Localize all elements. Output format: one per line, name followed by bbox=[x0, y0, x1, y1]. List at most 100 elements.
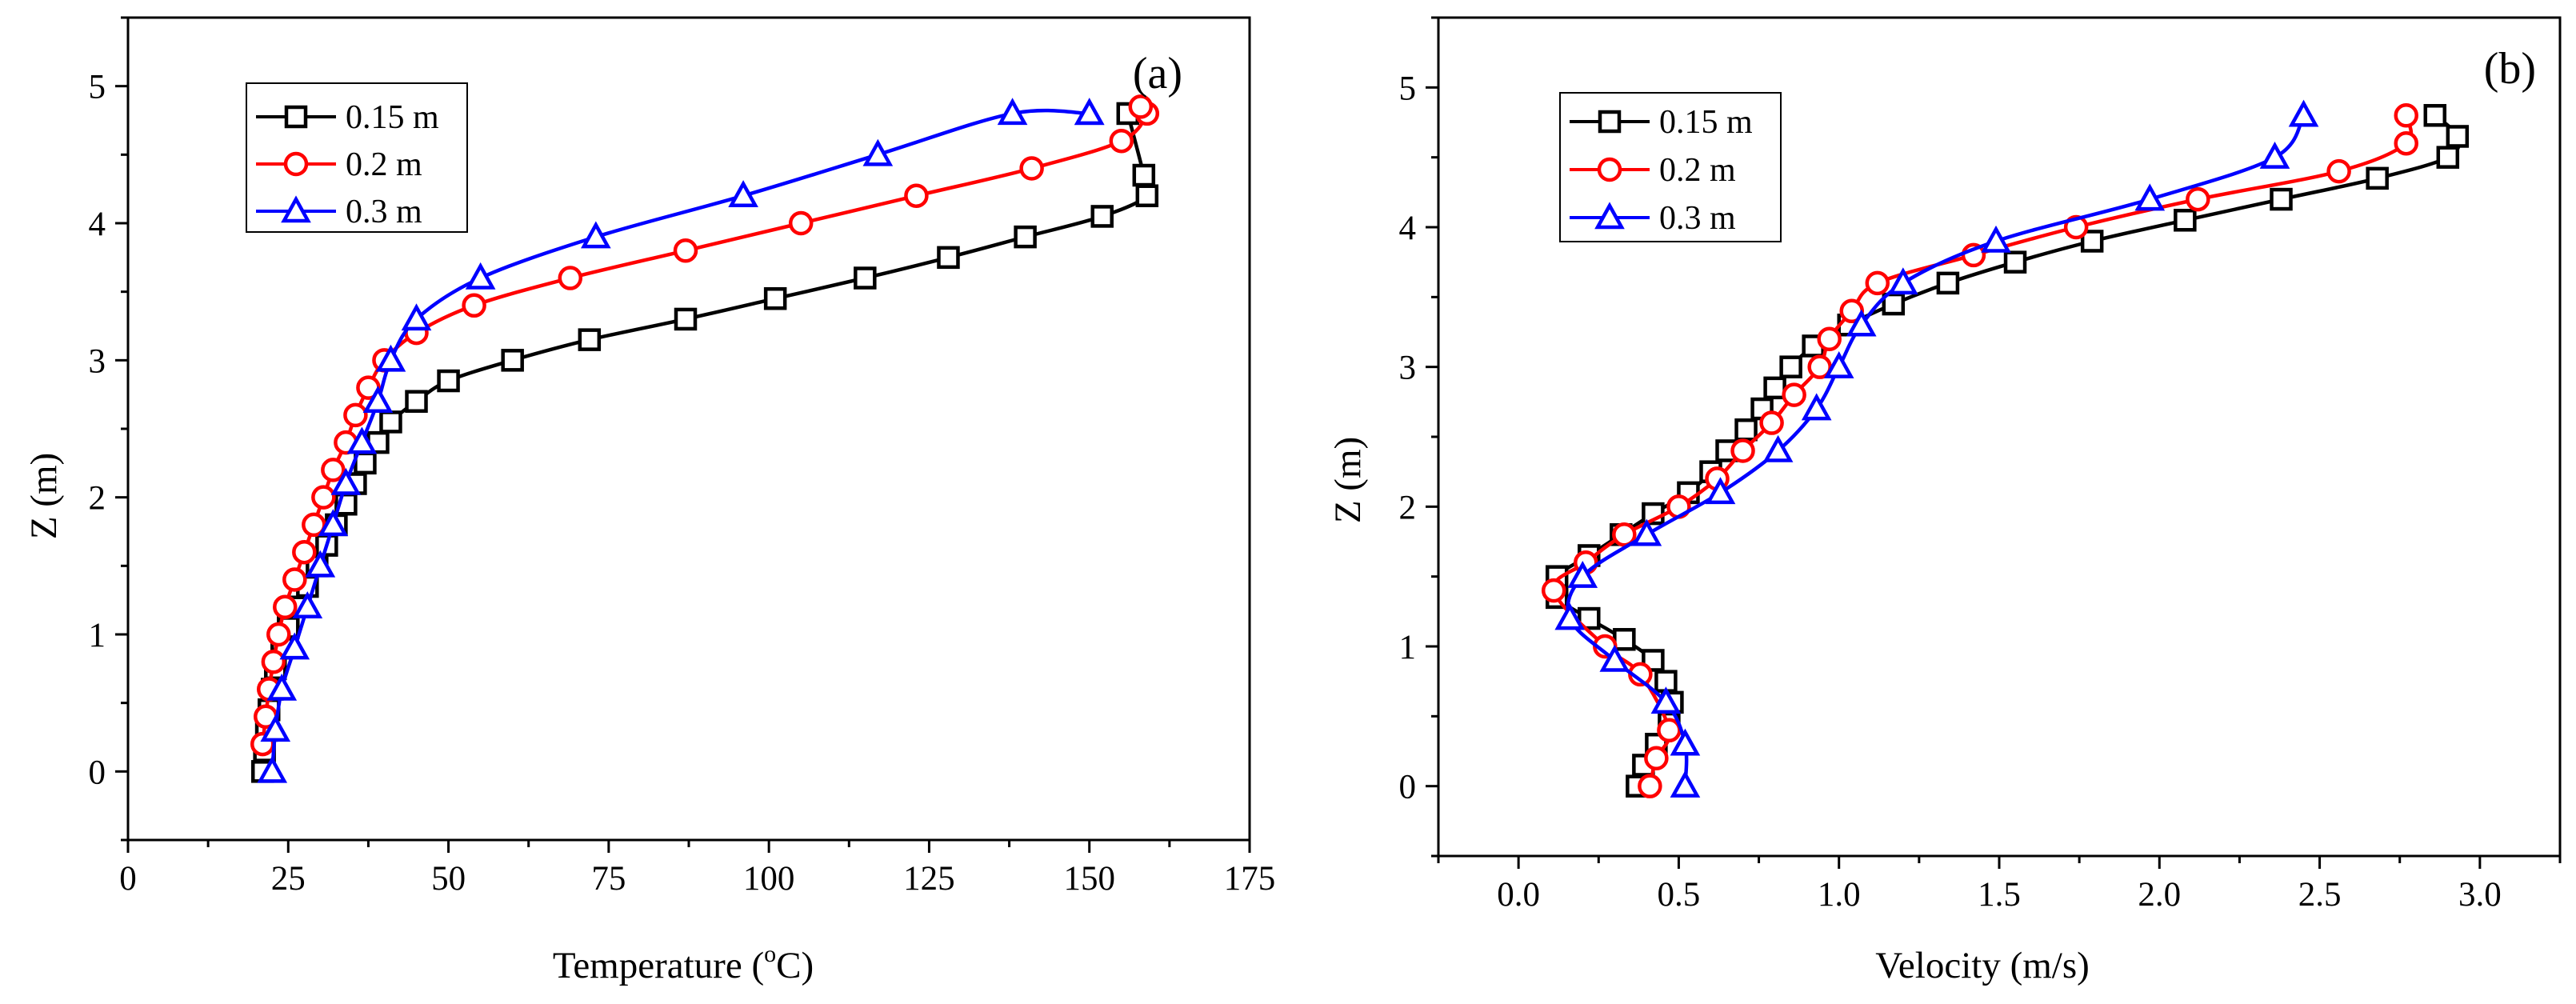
x-tick-label: 2.0 bbox=[2138, 876, 2181, 914]
data-point bbox=[2446, 125, 2470, 148]
x-tick-label: 0.5 bbox=[1658, 876, 1701, 914]
data-point bbox=[437, 369, 460, 393]
data-point bbox=[401, 303, 432, 331]
data-point bbox=[1541, 578, 1566, 603]
series-2 bbox=[1541, 103, 2418, 798]
data-point bbox=[2423, 104, 2447, 127]
series-3 bbox=[1554, 99, 2319, 798]
data-point bbox=[1817, 326, 1842, 351]
data-point bbox=[379, 410, 402, 434]
data-point bbox=[330, 467, 362, 495]
y-tick-label: 3 bbox=[89, 342, 106, 380]
data-point bbox=[1823, 351, 1854, 378]
y-tick-label: 5 bbox=[1399, 70, 1417, 107]
x-tick-label: 50 bbox=[431, 860, 466, 898]
data-point bbox=[1613, 628, 1636, 651]
panel-a-xlabel: Temperature (oC) bbox=[553, 941, 814, 986]
data-point bbox=[2186, 186, 2210, 212]
panel-a-xlabel-open: ( bbox=[742, 945, 764, 986]
data-point bbox=[465, 262, 496, 290]
panel-a-ticks bbox=[115, 16, 1251, 853]
y-tick-label: 1 bbox=[89, 617, 106, 654]
data-point bbox=[273, 594, 298, 619]
data-point bbox=[1730, 438, 1755, 463]
data-point bbox=[673, 238, 698, 263]
y-tick-label: 0 bbox=[1399, 769, 1417, 806]
data-point bbox=[2259, 142, 2290, 169]
data-point bbox=[788, 210, 814, 236]
data-point bbox=[1631, 518, 1662, 546]
y-tick-label: 4 bbox=[89, 206, 106, 243]
legend-label: 0.2 m bbox=[1659, 152, 1736, 189]
x-tick-label: 100 bbox=[743, 860, 795, 898]
data-point bbox=[257, 755, 288, 783]
data-point bbox=[2366, 166, 2389, 190]
data-point bbox=[266, 673, 298, 701]
panel-a-label: (a) bbox=[1133, 49, 1182, 98]
data-point bbox=[354, 451, 377, 475]
data-point bbox=[261, 650, 286, 674]
panel-a-legend-box bbox=[246, 82, 468, 233]
data-point bbox=[937, 246, 960, 270]
data-point bbox=[1782, 382, 1806, 407]
legend-marker-shape bbox=[1598, 110, 1622, 134]
data-point bbox=[1846, 309, 1877, 337]
data-point bbox=[1888, 267, 1918, 295]
data-point bbox=[305, 550, 336, 578]
data-point bbox=[462, 293, 486, 318]
data-point bbox=[279, 632, 310, 660]
data-point bbox=[266, 622, 291, 647]
legend-label: 0.3 m bbox=[1659, 200, 1736, 237]
x-tick-label: 175 bbox=[1224, 860, 1276, 898]
panel-b-tick-labels: 0.0 0.5 1.0 1.5 2.0 2.5 3.0 0 1 2 3 4 5 bbox=[1399, 70, 2502, 914]
data-point bbox=[1109, 128, 1134, 154]
data-point bbox=[1882, 292, 1906, 316]
data-point bbox=[1807, 354, 1832, 379]
data-point bbox=[1090, 205, 1114, 228]
panel-a-xlabel-unit: C) bbox=[776, 945, 814, 986]
data-point bbox=[862, 138, 894, 166]
legend-marker bbox=[1594, 202, 1625, 230]
panel-a-tick-labels: 0 25 50 75 100 125 150 175 0 1 2 3 4 5 bbox=[89, 69, 1276, 898]
data-point bbox=[1779, 355, 1802, 378]
data-point bbox=[1135, 184, 1159, 207]
data-point bbox=[1657, 718, 1682, 743]
data-point bbox=[2288, 99, 2319, 127]
series-line bbox=[270, 108, 1097, 772]
legend-marker-shape bbox=[283, 151, 309, 177]
panel-a-legend: 0.15 m 0.2 m 0.3 m bbox=[246, 82, 468, 233]
data-point bbox=[346, 426, 378, 454]
y-tick-label: 2 bbox=[1399, 489, 1417, 526]
x-tick-label: 3.0 bbox=[2458, 876, 2502, 914]
data-point bbox=[1567, 561, 1598, 588]
data-point bbox=[2003, 250, 2027, 274]
legend-marker bbox=[284, 105, 308, 129]
data-point bbox=[1554, 602, 1586, 630]
data-point bbox=[292, 539, 317, 565]
x-tick-label: 150 bbox=[1063, 860, 1115, 898]
x-tick-label: 1.5 bbox=[1978, 876, 2021, 914]
data-point bbox=[1705, 477, 1736, 505]
data-point bbox=[581, 221, 611, 249]
panel-b-ylabel: Z (m) bbox=[1327, 437, 1369, 523]
data-point bbox=[558, 266, 583, 290]
panel-a-series-layer bbox=[250, 94, 1160, 783]
data-point bbox=[282, 567, 307, 592]
data-point bbox=[2436, 146, 2460, 169]
legend-label: 0.3 m bbox=[346, 194, 422, 230]
data-point bbox=[2270, 187, 2293, 211]
panel-b-legend-entry-1: 0.15 m bbox=[1570, 104, 1753, 141]
data-point bbox=[1612, 522, 1637, 547]
data-point bbox=[2394, 103, 2418, 128]
panel-b-legend: 0.15 m 0.2 m 0.3 m bbox=[1559, 92, 1782, 242]
data-point bbox=[1599, 644, 1630, 672]
panel-b-legend-entry-2: 0.2 m bbox=[1570, 152, 1736, 189]
data-point bbox=[904, 183, 929, 208]
data-point bbox=[311, 485, 336, 510]
y-tick-label: 2 bbox=[89, 480, 106, 518]
data-point bbox=[2134, 183, 2166, 211]
data-point bbox=[997, 98, 1028, 126]
data-point bbox=[2080, 230, 2104, 253]
panel-a: 0 25 50 75 100 125 150 175 0 1 2 3 4 5 (a) Z (m) Temp… bbox=[23, 16, 1276, 986]
panel-a-ylabel: Z (m) bbox=[23, 453, 65, 539]
